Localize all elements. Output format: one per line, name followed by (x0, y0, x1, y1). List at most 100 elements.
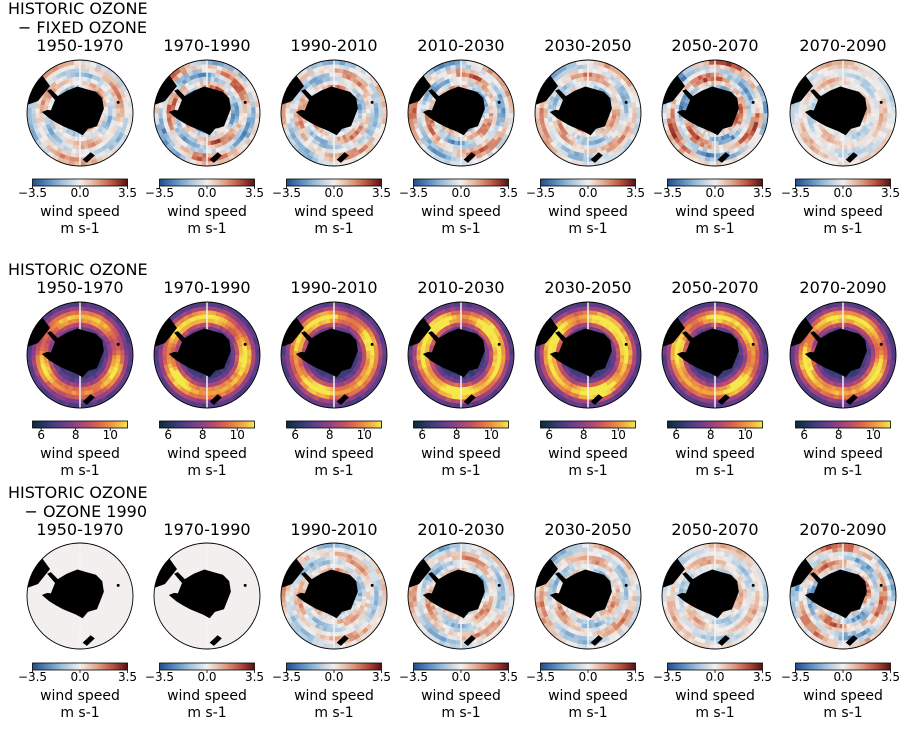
island-dot (751, 100, 755, 104)
field-cell (455, 67, 462, 73)
field-cell (714, 67, 721, 73)
field-cell (673, 112, 679, 118)
field-cell (714, 63, 721, 69)
colorbar-tick-label: 3.5 (372, 186, 391, 200)
field-cell (154, 112, 159, 120)
field-cell (157, 107, 163, 114)
field-cell (374, 112, 380, 119)
field-cell (73, 60, 81, 65)
colorbar-tick-label: 3.5 (753, 186, 772, 200)
field-cell (38, 112, 44, 118)
field-cell (875, 108, 881, 114)
field-cell (709, 157, 716, 163)
landmass-new-zealand (336, 152, 349, 163)
field-cell (755, 107, 761, 114)
row-subtitle: − FIXED OZONE (18, 18, 147, 37)
field-cell (505, 112, 511, 119)
colorbar-tick-label: −3.5 (399, 186, 428, 200)
field-cell (542, 107, 548, 114)
field-cell (616, 109, 621, 114)
colorbar (413, 178, 509, 187)
colorbar-tick-label: 3.5 (499, 186, 518, 200)
field-cell (582, 63, 589, 69)
field-cell (243, 108, 249, 114)
field-cell (501, 107, 507, 114)
field-cell (124, 107, 130, 114)
field-cell (79, 161, 87, 166)
field-cell (74, 63, 81, 69)
field-cell (374, 107, 380, 114)
field-cell (382, 106, 387, 114)
field-cell (493, 108, 499, 114)
colorbar-units: m s-1 (60, 221, 99, 237)
colorbar-tick-label: 3.5 (626, 186, 645, 200)
field-cell (362, 109, 367, 114)
panel-title: 1950-1970 (36, 36, 123, 55)
field-cell (455, 153, 462, 159)
field-cell (281, 112, 286, 120)
field-cell (582, 157, 589, 163)
map-field (27, 60, 133, 166)
field-cell (460, 153, 467, 159)
colorbar-units: m s-1 (314, 221, 353, 237)
field-cell (628, 107, 634, 114)
panel-title: 1970-1990 (163, 36, 250, 55)
colorbar-units: m s-1 (187, 221, 226, 237)
field-cell (611, 109, 617, 114)
map-field (790, 60, 896, 166)
field-cell (366, 108, 372, 114)
field-cell (120, 112, 126, 119)
field-cell (288, 107, 294, 114)
field-cell (620, 108, 626, 114)
field-cell (538, 107, 544, 114)
colorbar-tick-label: −3.5 (653, 186, 682, 200)
field-cell (206, 161, 214, 166)
colorbar-tick-label: 0.0 (705, 186, 724, 200)
field-cell (484, 109, 490, 114)
field-cell (333, 153, 340, 159)
field-cell (866, 109, 872, 114)
field-cell (665, 112, 671, 119)
field-cell (328, 153, 335, 159)
field-cell (357, 109, 363, 114)
field-cell (201, 153, 208, 159)
landmass-new-zealand (82, 152, 95, 163)
field-cell (79, 153, 86, 159)
island-dot (116, 100, 120, 104)
colorbar-tick-label: 3.5 (118, 186, 137, 200)
field-cell (251, 112, 257, 119)
colorbar-tick-label: 0.0 (70, 186, 89, 200)
map-outline (280, 59, 388, 167)
field-cell (743, 109, 748, 114)
field-cell (415, 107, 421, 114)
field-cell (582, 153, 589, 159)
field-cell (30, 112, 36, 119)
field-cell (333, 161, 341, 166)
field-cell (411, 112, 417, 119)
field-cell (206, 153, 213, 159)
field-cell (116, 108, 122, 114)
field-cell (489, 109, 494, 114)
colorbar-tick-label: 3.5 (245, 186, 264, 200)
field-cell (288, 112, 294, 119)
colorbar (667, 178, 763, 187)
field-cell (546, 112, 552, 118)
field-cell (632, 107, 638, 114)
field-cell (378, 112, 384, 119)
field-cell (759, 107, 765, 114)
field-cell (501, 112, 507, 119)
field-cell (124, 112, 130, 119)
row-1: HISTORIC OZONE− FIXED OZONE1950-1970−3.5… (8, 0, 900, 237)
field-cell (587, 153, 594, 159)
field-cell (200, 60, 208, 65)
field-cell (128, 106, 133, 114)
map-field (408, 60, 514, 166)
colorbar-label: wind speed (40, 204, 120, 220)
field-cell (328, 157, 335, 163)
field-cell (165, 112, 171, 118)
field-cell (74, 153, 81, 159)
